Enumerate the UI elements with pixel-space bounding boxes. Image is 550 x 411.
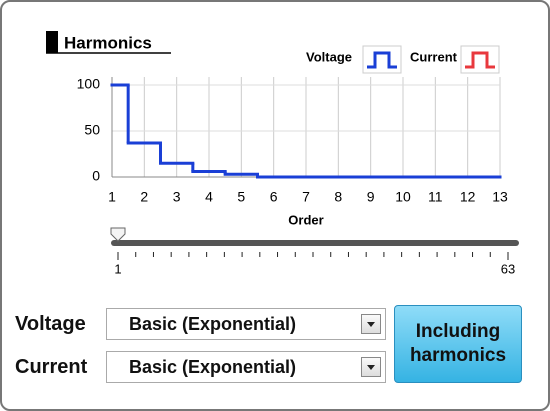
- slider-thumb[interactable]: [110, 227, 126, 242]
- slider-min-label: 1: [114, 261, 121, 276]
- x-tick-label: 12: [460, 189, 476, 205]
- x-tick-label: 8: [334, 189, 342, 205]
- legend-icon-box: [460, 45, 500, 74]
- x-tick-label: 1: [108, 189, 116, 205]
- select-value: Basic (Exponential): [129, 314, 297, 334]
- y-tick-label: 50: [84, 122, 100, 138]
- legend-icon: [367, 51, 397, 69]
- voltage-label: Voltage: [15, 313, 86, 335]
- legend-label: Current: [410, 49, 458, 64]
- x-tick-label: 9: [367, 189, 375, 205]
- dropdown-arrow[interactable]: [361, 357, 381, 377]
- x-tick-label: 7: [302, 189, 310, 205]
- current-select[interactable]: Basic (Exponential): [106, 351, 386, 383]
- dropdown-arrow[interactable]: [361, 314, 381, 334]
- x-axis-label: Order: [288, 212, 323, 227]
- select-value: Basic (Exponential): [129, 357, 297, 377]
- x-tick-label: 3: [173, 189, 181, 205]
- x-tick-label: 10: [395, 189, 411, 205]
- title: Harmonics: [64, 33, 152, 52]
- legend-icon: [465, 51, 495, 69]
- x-tick-label: 11: [428, 189, 443, 205]
- legend-label: Voltage: [306, 49, 352, 64]
- x-tick-label: 13: [492, 189, 508, 205]
- legend-icon-box: [362, 45, 402, 74]
- x-tick-label: 4: [205, 189, 213, 205]
- y-tick-label: 100: [77, 76, 101, 92]
- slider-max-label: 63: [501, 261, 515, 276]
- current-label: Current: [15, 356, 88, 378]
- title-marker: [46, 31, 58, 53]
- x-tick-label: 5: [237, 189, 245, 205]
- x-tick-label: 6: [270, 189, 278, 205]
- voltage-select[interactable]: Basic (Exponential): [106, 308, 386, 340]
- including-harmonics-button[interactable]: Including harmonics: [394, 305, 522, 383]
- y-tick-label: 0: [92, 168, 100, 184]
- x-tick-label: 2: [140, 189, 148, 205]
